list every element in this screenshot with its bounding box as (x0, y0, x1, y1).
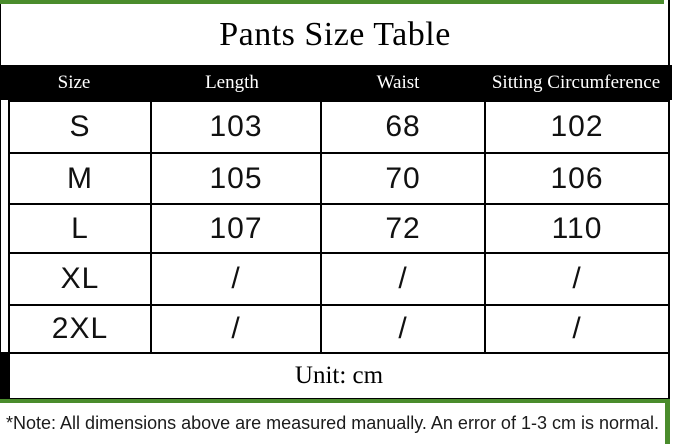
cell-length-m: 105 (150, 152, 320, 203)
cell-waist-m: 70 (320, 152, 484, 203)
header-cell-length: Length (205, 71, 259, 93)
cell-size-xl: XL (10, 252, 150, 304)
cell-length-2xl: / (150, 304, 320, 352)
cell-waist-l: 72 (320, 203, 484, 252)
header-cell-sitting-circumference: Sitting Circumference (491, 71, 661, 93)
cell-length-l: 107 (150, 203, 320, 252)
cell-length-xl: / (150, 252, 320, 304)
header-cell-size: Size (57, 71, 91, 93)
cell-sitting-l: 110 (484, 203, 668, 252)
top-accent-bar (0, 0, 664, 4)
cell-sitting-xl: / (484, 252, 668, 304)
left-border-line (0, 4, 1, 400)
cell-sitting-s: 102 (484, 102, 668, 152)
cell-sitting-2xl: / (484, 304, 668, 352)
cell-waist-s: 68 (320, 102, 484, 152)
cell-length-s: 103 (150, 102, 320, 152)
unit-row-left-black-bar (0, 352, 9, 400)
note-box: *Note: All dimensions above are measured… (0, 399, 670, 444)
cell-size-2xl: 2XL (10, 304, 150, 352)
cell-waist-xl: / (320, 252, 484, 304)
cell-sitting-m: 106 (484, 152, 668, 203)
cell-size-m: M (10, 152, 150, 203)
table-header-row: Size Length Waist Sitting Circumference (0, 65, 672, 100)
unit-row: Unit: cm (10, 352, 668, 398)
cell-size-s: S (69, 110, 91, 143)
size-table-body: S 103 68 102 M 105 70 106 L 107 72 110 X… (8, 100, 670, 400)
header-cell-waist: Waist (376, 71, 420, 93)
cell-waist-2xl: / (320, 304, 484, 352)
page-title: Pants Size Table (219, 15, 451, 53)
cell-size-l: L (10, 203, 150, 252)
note-text: *Note: All dimensions above are measured… (6, 413, 659, 433)
unit-label: Unit: cm (294, 362, 384, 389)
